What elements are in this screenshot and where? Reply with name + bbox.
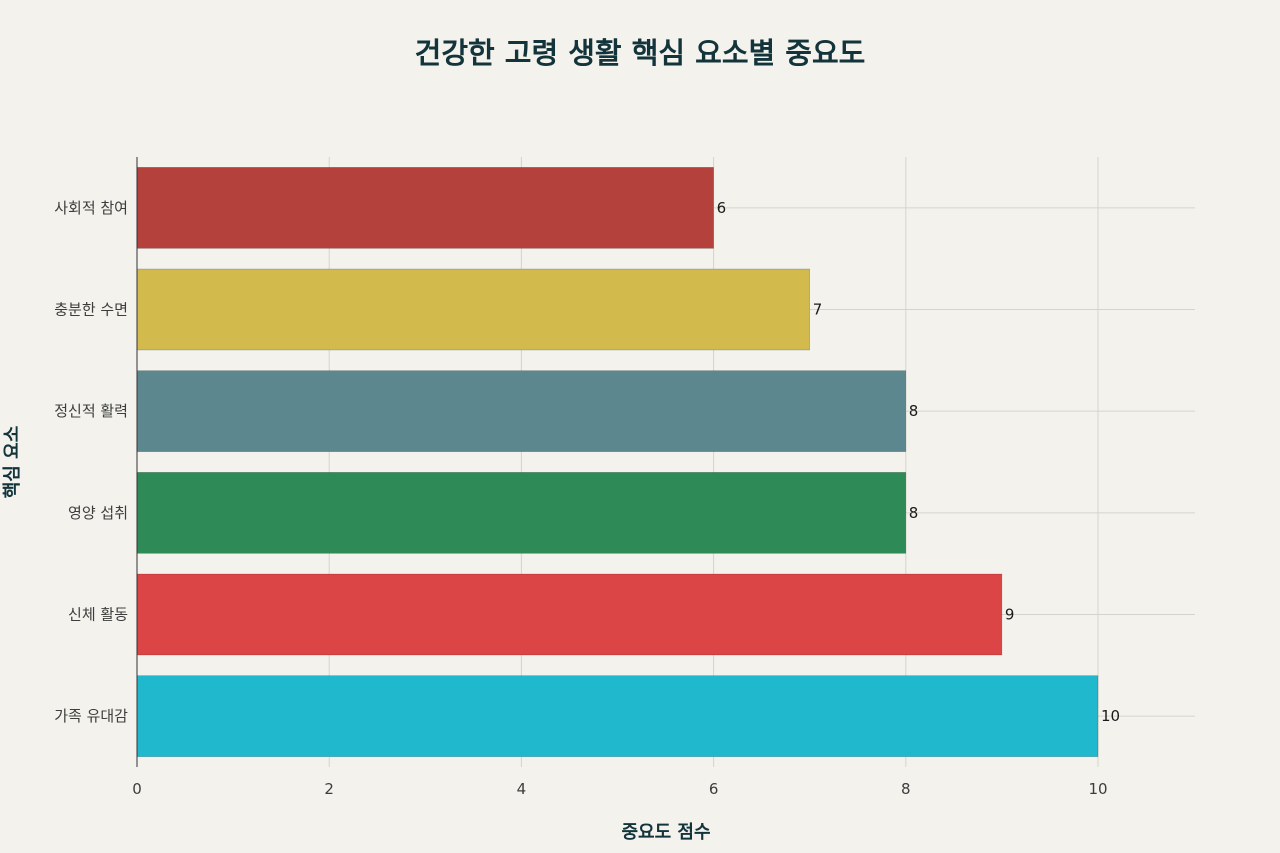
y-tick-label: 사회적 참여 [54,199,128,217]
x-tick-label: 2 [324,780,334,798]
labels: 10 가족 유대감 9 신체 활동 8 영양 섭취 8 정신적 활력 7 충분한 수면 6 사회적 참… [54,199,1120,798]
x-axis-title: 중요도 점수 [621,822,710,843]
data-label: 8 [909,402,919,420]
data-label: 7 [813,301,823,319]
bar [136,370,907,452]
x-tick-label: 8 [901,780,911,798]
bar [136,472,907,554]
data-label: 6 [717,199,727,217]
y-tick-label: 영양 섭취 [68,504,128,522]
bars [136,167,1099,757]
y-tick-label: 신체 활동 [68,606,128,624]
x-tick-label: 6 [709,780,719,798]
x-tick-label: 4 [517,780,527,798]
y-axis-title: 핵심 요소 [2,426,23,499]
data-label: 9 [1005,606,1015,624]
bar [136,573,1003,656]
y-tick-label: 충분한 수면 [54,301,128,319]
bar [136,675,1099,757]
bar [136,268,811,351]
data-label: 10 [1101,707,1120,725]
data-label: 8 [909,504,919,522]
x-tick-label: 0 [132,780,142,798]
bar [136,167,714,249]
y-tick-label: 정신적 활력 [54,402,128,420]
x-tick-label: 10 [1088,780,1107,798]
chart-title: 건강한 고령 생활 핵심 요소별 중요도 [414,36,866,70]
y-tick-label: 가족 유대감 [54,707,128,725]
